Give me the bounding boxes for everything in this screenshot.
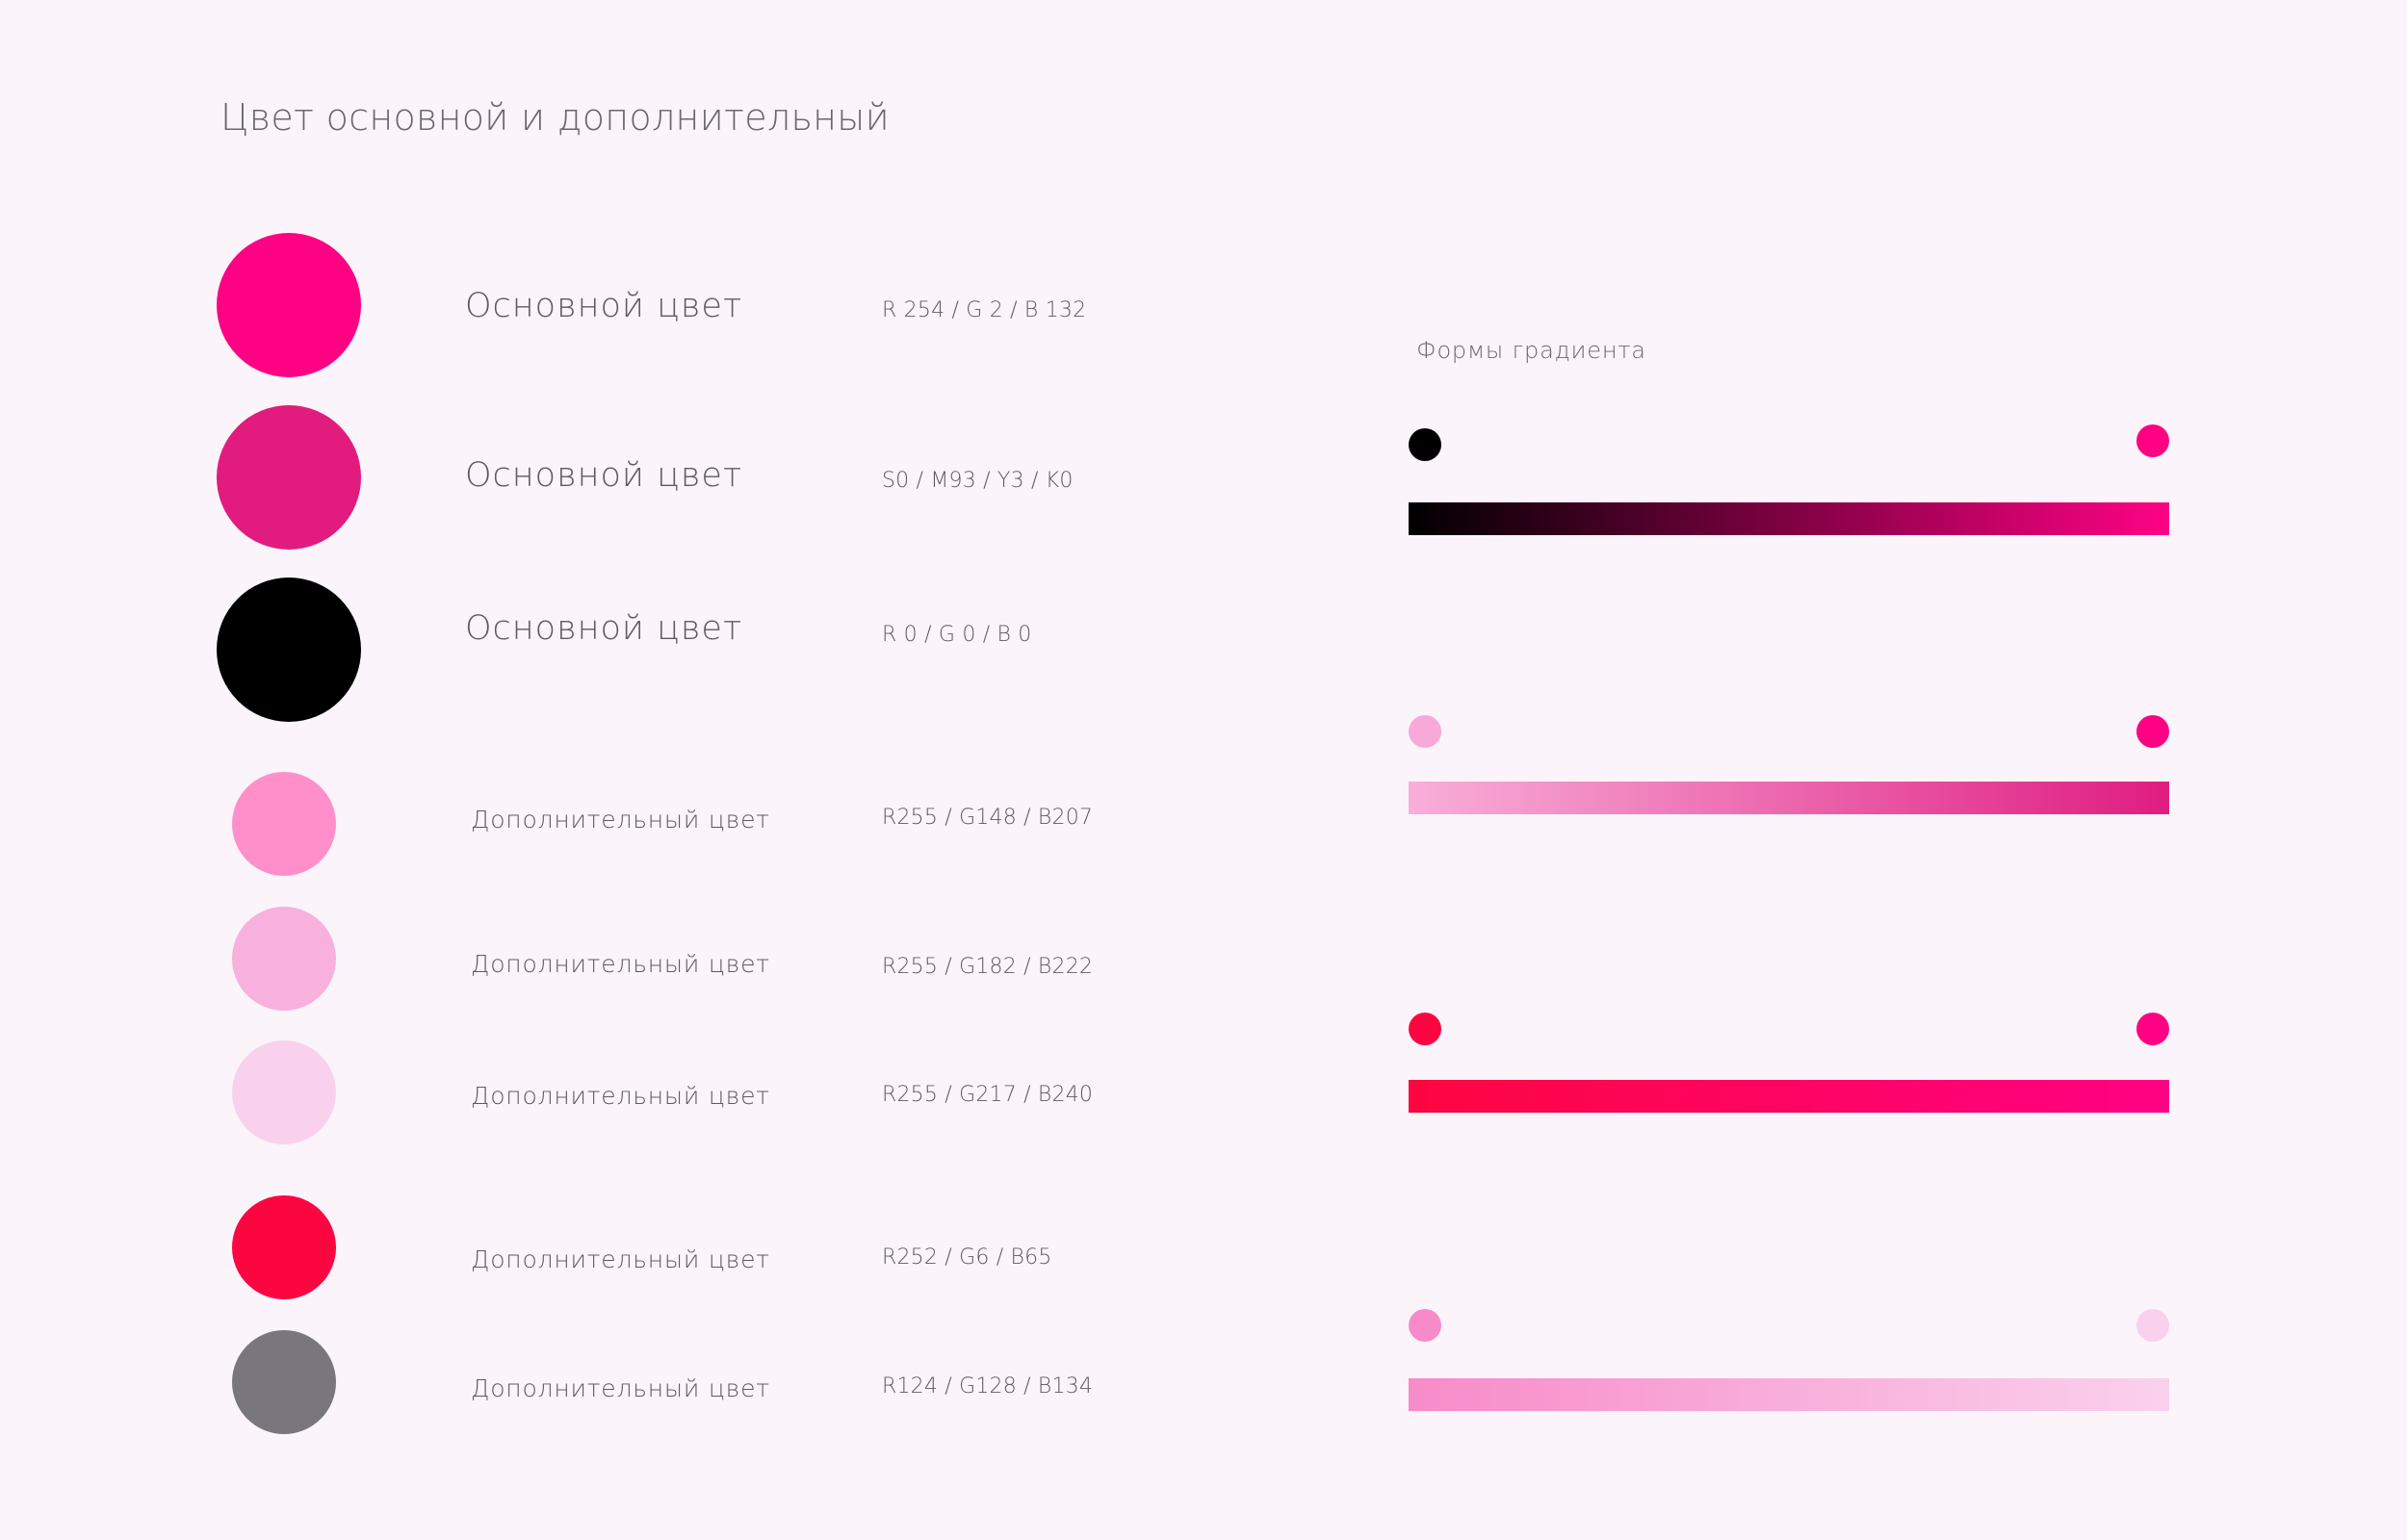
color-swatch-circle (232, 907, 336, 1011)
page-title: Цвет основной и дополнительный (220, 96, 891, 139)
swatch-name: Основной цвет (465, 609, 743, 648)
swatch-color-code: R255 / G182 / B222 (882, 955, 1094, 979)
swatch-color-code: R 0 / G 0 / B 0 (882, 623, 1032, 647)
color-swatch-circle (217, 405, 361, 550)
swatch-name: Основной цвет (465, 456, 743, 495)
swatch-name: Дополнительный цвет (471, 1082, 770, 1110)
color-swatch-circle (217, 578, 361, 722)
swatch-name: Дополнительный цвет (471, 1374, 770, 1402)
gradient-section-title: Формы градиента (1416, 337, 1646, 364)
gradient-start-dot (1409, 428, 1441, 461)
swatch-name: Дополнительный цвет (471, 806, 770, 834)
swatch-name: Основной цвет (465, 287, 743, 325)
gradient-start-dot (1409, 715, 1441, 748)
swatch-color-code: R252 / G6 / B65 (882, 1245, 1052, 1270)
gradient-bar (1409, 502, 2169, 535)
swatch-color-code: R 254 / G 2 / B 132 (882, 298, 1087, 322)
gradient-bar (1409, 1378, 2169, 1411)
gradient-start-dot (1409, 1013, 1441, 1045)
swatch-name: Дополнительный цвет (471, 1245, 770, 1273)
color-swatch-circle (232, 1330, 336, 1434)
gradient-start-dot (1409, 1309, 1441, 1342)
gradient-end-dot (2136, 1013, 2169, 1045)
color-swatch-circle (232, 772, 336, 876)
gradient-end-dot (2136, 715, 2169, 748)
swatch-color-code: S0 / M93 / Y3 / K0 (882, 469, 1074, 493)
swatch-name: Дополнительный цвет (471, 950, 770, 978)
gradient-end-dot (2136, 424, 2169, 457)
gradient-bar (1409, 782, 2169, 814)
gradient-end-dot (2136, 1309, 2169, 1342)
color-swatch-circle (217, 233, 361, 377)
swatch-color-code: R255 / G148 / B207 (882, 806, 1094, 830)
swatch-color-code: R124 / G128 / B134 (882, 1374, 1094, 1399)
swatch-color-code: R255 / G217 / B240 (882, 1083, 1094, 1107)
color-swatch-circle (232, 1195, 336, 1299)
color-swatch-circle (232, 1040, 336, 1144)
gradient-bar (1409, 1080, 2169, 1113)
